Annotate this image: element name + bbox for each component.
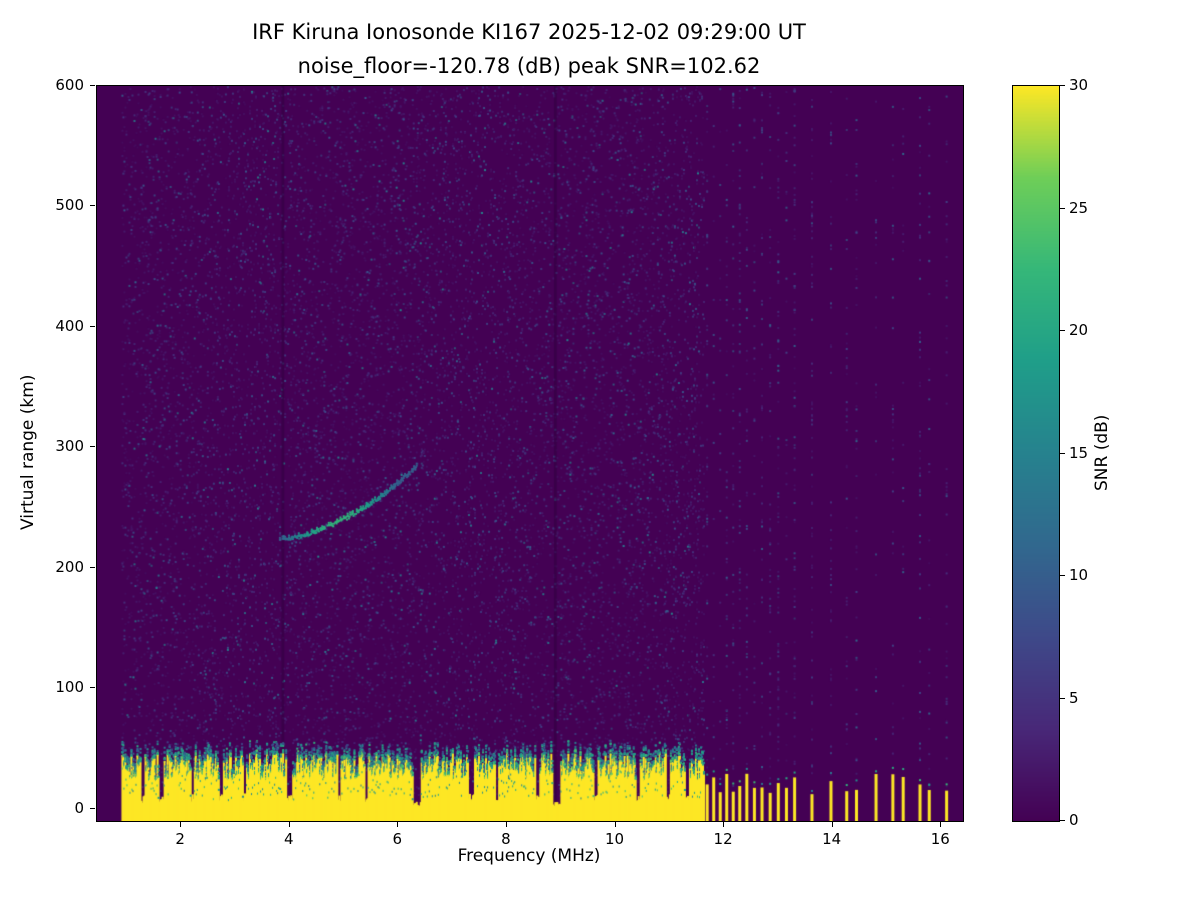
colorbar-tick-mark <box>1060 575 1065 576</box>
x-tick-mark <box>831 822 833 827</box>
colorbar-tick-mark <box>1060 820 1065 821</box>
colorbar-tick-label: 20 <box>1069 321 1089 339</box>
colorbar-tick-label: 5 <box>1069 688 1079 707</box>
y-tick-label: 600 <box>55 76 84 94</box>
chart-title: IRF Kiruna Ionosonde KI167 2025-12-02 09… <box>252 20 806 44</box>
x-tick-label: 16 <box>930 830 950 848</box>
colorbar-tick-mark <box>1060 330 1065 331</box>
colorbar-tick-label: 25 <box>1069 198 1089 217</box>
colorbar-tick-mark <box>1060 207 1065 209</box>
x-tick-mark <box>505 822 507 827</box>
y-tick-label: 300 <box>55 437 84 456</box>
x-tick-mark <box>397 822 399 827</box>
y-tick-label: 200 <box>55 557 84 576</box>
y-tick-label: 500 <box>55 196 84 215</box>
x-tick-label: 6 <box>392 830 403 848</box>
y-tick-mark <box>90 566 95 568</box>
x-tick-mark <box>288 822 290 827</box>
colorbar-tick-mark <box>1060 85 1065 86</box>
x-tick-mark <box>614 822 616 827</box>
colorbar-tick-label: 30 <box>1069 76 1089 94</box>
colorbar-tick-label: 10 <box>1069 566 1089 584</box>
heatmap-canvas <box>96 85 964 822</box>
y-tick-mark <box>90 687 95 689</box>
x-axis-label: Frequency (MHz) <box>457 846 601 866</box>
x-tick-label: 4 <box>283 830 294 848</box>
x-tick-mark <box>723 822 725 827</box>
y-tick-mark <box>90 325 95 327</box>
x-tick-label: 2 <box>175 830 185 848</box>
y-tick-mark <box>90 807 95 809</box>
y-tick-mark <box>90 205 95 207</box>
y-tick-label: 400 <box>55 316 84 335</box>
colorbar-tick-label: 15 <box>1069 443 1089 462</box>
colorbar-tick-mark <box>1060 452 1065 454</box>
chart-subtitle: noise_floor=-120.78 (dB) peak SNR=102.62 <box>297 54 761 78</box>
colorbar-tick-mark <box>1060 697 1065 699</box>
x-tick-label: 10 <box>604 830 625 848</box>
colorbar-gradient <box>1012 85 1060 822</box>
x-tick-label: 12 <box>713 830 733 848</box>
y-tick-label: 0 <box>74 798 84 817</box>
colorbar-tick-label: 0 <box>1069 811 1079 829</box>
y-tick-mark <box>90 446 95 448</box>
y-tick-label: 100 <box>55 678 84 697</box>
x-tick-mark <box>180 822 182 827</box>
x-tick-label: 8 <box>501 830 511 848</box>
x-tick-label: 14 <box>822 830 842 848</box>
y-tick-mark <box>90 85 95 86</box>
x-tick-mark <box>940 822 942 827</box>
